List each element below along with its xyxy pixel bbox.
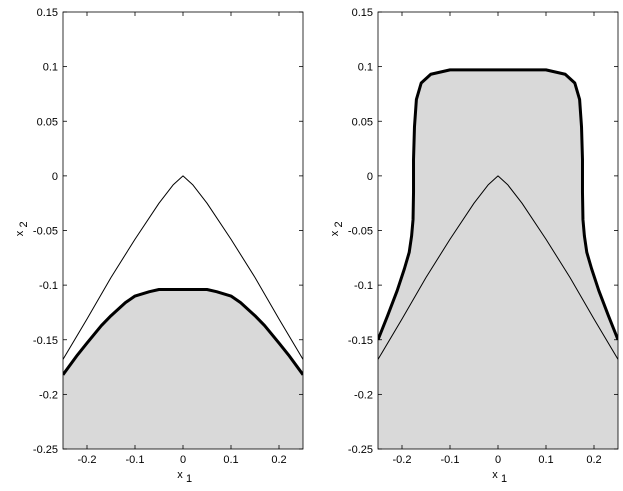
y-tick-label: 0.05 (37, 116, 58, 128)
y-tick-label: -0.15 (33, 335, 58, 347)
y-tick-label: -0.25 (348, 444, 373, 456)
panel-2: -0.2 -0.1 0 0.1 0.2 0.15 0.1 0.05 0 -0.05 -0.1 -0.1… (329, 7, 619, 485)
filled-region-2 (378, 69, 618, 449)
plot-area (63, 175, 303, 449)
y-tick-label: 0.15 (37, 7, 58, 19)
y-axis-label-group: x2 (14, 221, 30, 236)
y-tick-label: 0.15 (352, 7, 373, 19)
x-tick-label: -0.1 (126, 454, 145, 466)
y-tick-label: -0.1 (354, 280, 373, 292)
plot-area (378, 68, 618, 449)
x-tick-label: 0.2 (271, 454, 286, 466)
x-tick-label: -0.2 (393, 454, 412, 466)
y-tick-label: 0 (52, 171, 58, 183)
series-line-1 (378, 175, 618, 360)
y-tick-label: 0.1 (358, 62, 373, 74)
series-line-1 (63, 175, 303, 360)
y-axis-label-subscript: 2 (18, 221, 30, 227)
x-tick-label: 0.1 (223, 454, 238, 466)
y-tick-label: 0 (367, 171, 373, 183)
y-tick-label: -0.05 (33, 226, 58, 238)
series-line-2 (63, 288, 303, 376)
x-tick-label: -0.2 (78, 454, 97, 466)
filled-region-2 (63, 289, 303, 449)
y-tick-label: -0.25 (33, 444, 58, 456)
y-tick-label: -0.2 (39, 389, 58, 401)
x-tick-label: 0 (180, 454, 186, 466)
x-axis-label: x (492, 469, 498, 481)
x-tick-label: -0.1 (441, 454, 460, 466)
y-axis-label-group: x2 (329, 221, 345, 236)
x-tick-label: 0.1 (538, 454, 553, 466)
series-line-2 (378, 68, 618, 341)
y-tick-label: -0.2 (354, 389, 373, 401)
panel-1: -0.2 -0.1 0 0.1 0.2 0.15 0.1 0.05 0 -0.05 -0.1 -0.1… (14, 7, 304, 485)
x-axis-label: x (177, 469, 183, 481)
y-axis-label-subscript: 2 (333, 221, 345, 227)
x-axis-label-subscript: 1 (186, 473, 192, 485)
y-tick-label: -0.1 (39, 280, 58, 292)
y-tick-label: 0.05 (352, 116, 373, 128)
x-axis-label-subscript: 1 (501, 473, 507, 485)
y-tick-label: -0.05 (348, 226, 373, 238)
x-tick-label: 0 (495, 454, 501, 466)
y-axis-label: x (14, 230, 26, 236)
x-tick-label: 0.2 (586, 454, 601, 466)
y-tick-label: -0.15 (348, 335, 373, 347)
y-axis-label: x (329, 230, 341, 236)
y-tick-label: 0.1 (43, 62, 58, 74)
